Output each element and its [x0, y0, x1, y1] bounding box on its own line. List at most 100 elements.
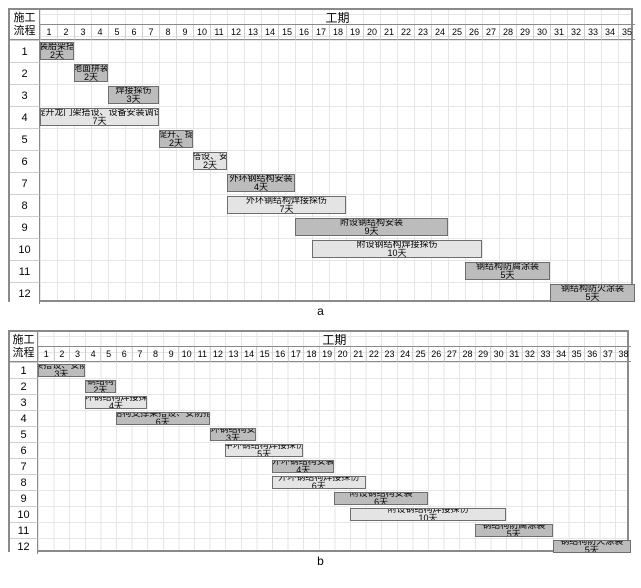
row-header-title: 施工流程 — [10, 332, 38, 362]
task-duration: 2天 — [169, 139, 183, 148]
row-label-9: 9 — [10, 490, 38, 506]
task-bar-b-7: 外环钢结构安装4天 — [272, 460, 334, 473]
col-header-29: 29 — [475, 347, 491, 362]
col-header-2: 2 — [54, 347, 70, 362]
col-header-20: 20 — [334, 347, 350, 362]
col-header-3: 3 — [74, 25, 91, 40]
col-header-title: 工期 — [40, 10, 635, 25]
task-duration: 2天 — [84, 73, 98, 82]
task-bar-b-12: 钢结构防火涂装5天 — [553, 540, 631, 553]
task-duration: 3天 — [226, 434, 240, 441]
row-label-5: 5 — [10, 128, 40, 150]
task-bar-b-6: 中环钢结构焊接探伤5天 — [225, 444, 303, 457]
col-header-7: 7 — [132, 347, 148, 362]
col-header-29: 29 — [516, 25, 533, 40]
col-header-36: 36 — [584, 347, 600, 362]
task-duration: 6天 — [312, 482, 326, 489]
task-bar-a-3: 焊接探伤3天 — [108, 86, 159, 104]
col-header-24: 24 — [431, 25, 448, 40]
task-bar-b-8: 外环钢结构焊接探伤6天 — [272, 476, 366, 489]
task-duration: 2天 — [93, 386, 107, 393]
col-header-28: 28 — [459, 347, 475, 362]
col-header-33: 33 — [537, 347, 553, 362]
row-label-2: 2 — [10, 378, 38, 394]
task-duration: 10天 — [418, 514, 437, 521]
task-duration: 3天 — [126, 95, 140, 104]
task-bar-a-1: 拼装胎架搭设2天 — [40, 42, 74, 60]
col-header-38: 38 — [615, 347, 631, 362]
col-header-35: 35 — [618, 25, 635, 40]
row-label-8: 8 — [10, 474, 38, 490]
col-header-23: 23 — [381, 347, 397, 362]
task-bar-a-12: 钢结构防火涂装5天 — [550, 284, 635, 302]
col-header-2: 2 — [57, 25, 74, 40]
task-duration: 4天 — [254, 183, 268, 192]
task-duration: 5天 — [507, 530, 521, 537]
gantt-grid: 施工流程工期1234567891011121314151617181920212… — [8, 330, 629, 552]
col-header-34: 34 — [553, 347, 569, 362]
task-bar-a-2: 地面拼装2天 — [74, 64, 108, 82]
task-duration: 6天 — [156, 418, 170, 425]
col-header-13: 13 — [225, 347, 241, 362]
row-label-12: 12 — [10, 538, 38, 554]
task-duration: 5天 — [500, 271, 514, 280]
row-label-1: 1 — [10, 362, 38, 378]
col-header-1: 1 — [38, 347, 54, 362]
col-header-21: 21 — [350, 347, 366, 362]
col-header-32: 32 — [567, 25, 584, 40]
col-header-14: 14 — [241, 347, 257, 362]
col-header-35: 35 — [568, 347, 584, 362]
col-header-14: 14 — [261, 25, 278, 40]
task-duration: 6天 — [374, 498, 388, 505]
row-label-7: 7 — [10, 458, 38, 474]
col-header-3: 3 — [69, 347, 85, 362]
col-header-21: 21 — [380, 25, 397, 40]
col-header-6: 6 — [116, 347, 132, 362]
col-header-30: 30 — [533, 25, 550, 40]
col-header-33: 33 — [584, 25, 601, 40]
row-label-1: 1 — [10, 40, 40, 62]
col-header-title: 工期 — [38, 332, 631, 347]
col-header-26: 26 — [428, 347, 444, 362]
task-bar-b-1: 中环支撑架搭设、安防措施安装3天 — [38, 364, 85, 377]
col-header-8: 8 — [147, 347, 163, 362]
col-header-25: 25 — [412, 347, 428, 362]
gantt-caption-b: b — [8, 552, 633, 574]
task-bar-a-10: 附设钢结构焊接探伤10天 — [312, 240, 482, 258]
task-duration: 4天 — [296, 466, 310, 473]
task-bar-b-10: 附设钢结构焊接探伤10天 — [350, 508, 506, 521]
task-bar-b-4: 中环钢结构支撑架搭设、安防措施安装6天 — [116, 412, 210, 425]
task-bar-a-8: 外环钢结构焊接探伤7天 — [227, 196, 346, 214]
task-duration: 3天 — [54, 370, 68, 377]
row-label-5: 5 — [10, 426, 38, 442]
col-header-22: 22 — [366, 347, 382, 362]
row-label-2: 2 — [10, 62, 40, 84]
gantt-chart-b: 施工流程工期1234567891011121314151617181920212… — [8, 330, 633, 574]
task-bar-b-3: 内环钢结构焊接探伤4天 — [85, 396, 147, 409]
task-duration: 7天 — [279, 205, 293, 214]
task-bar-a-11: 钢结构防腐涂装5天 — [465, 262, 550, 280]
col-header-12: 12 — [210, 347, 226, 362]
row-label-4: 4 — [10, 410, 38, 426]
task-bar-a-5: 试提升、提升2天 — [159, 130, 193, 148]
gantt-chart-a: 施工流程工期1234567891011121314151617181920212… — [8, 8, 633, 324]
col-header-31: 31 — [550, 25, 567, 40]
col-header-20: 20 — [363, 25, 380, 40]
col-header-8: 8 — [159, 25, 176, 40]
col-header-18: 18 — [329, 25, 346, 40]
col-header-24: 24 — [397, 347, 413, 362]
task-bar-b-5: 中环钢结构安装3天 — [210, 428, 257, 441]
col-header-15: 15 — [278, 25, 295, 40]
col-header-19: 19 — [319, 347, 335, 362]
col-header-15: 15 — [256, 347, 272, 362]
gantt-caption-a: a — [8, 302, 633, 324]
col-header-37: 37 — [600, 347, 616, 362]
col-header-16: 16 — [295, 25, 312, 40]
col-header-7: 7 — [142, 25, 159, 40]
col-header-12: 12 — [227, 25, 244, 40]
task-bar-a-9: 附设钢结构安装9天 — [295, 218, 448, 236]
col-header-17: 17 — [288, 347, 304, 362]
task-duration: 4天 — [109, 402, 123, 409]
col-header-10: 10 — [178, 347, 194, 362]
task-duration: 9天 — [364, 227, 378, 236]
